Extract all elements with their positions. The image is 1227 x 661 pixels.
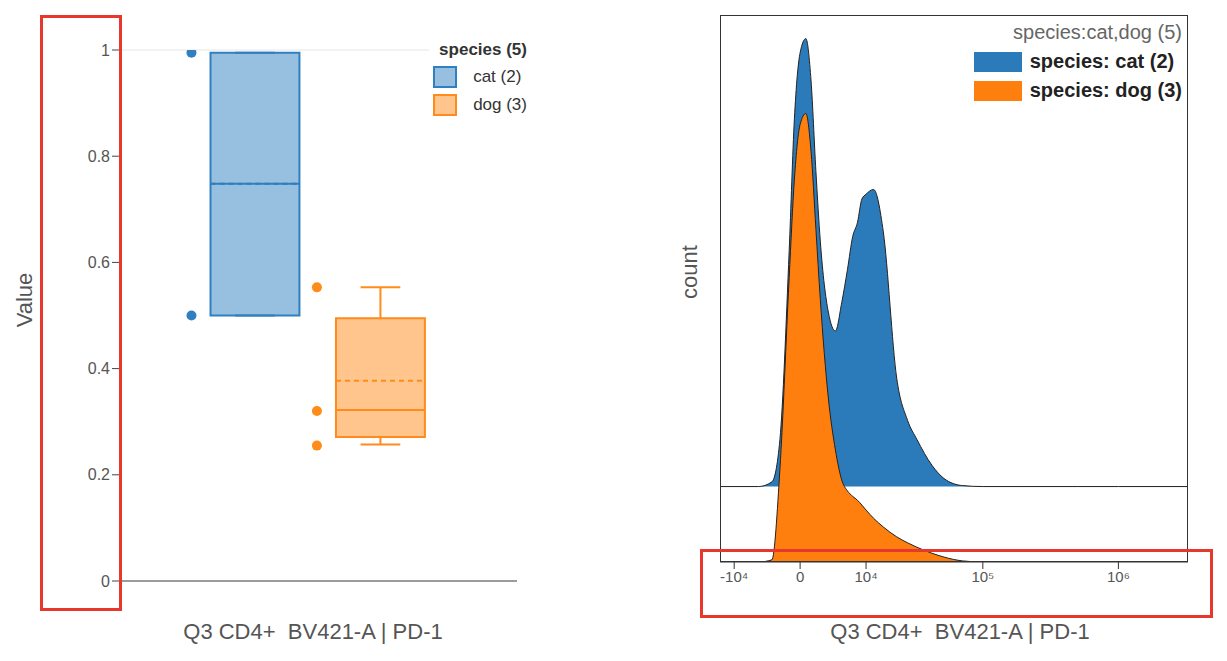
- html-text:Q3 CD4+ BV421-A | PD-1: Q3 CD4+ BV421-A | PD-1: [183, 619, 443, 644]
- svg-text:10⁴: 10⁴: [854, 568, 877, 585]
- html-text:count: count: [677, 245, 702, 299]
- svg-text:1: 1: [101, 42, 110, 59]
- html-text:species (5): species (5): [439, 40, 527, 59]
- svg-text:10⁶: 10⁶: [1107, 568, 1130, 585]
- html-text:Q3 CD4+ BV421-A | PD-1: Q3 CD4+ BV421-A | PD-1: [830, 619, 1090, 644]
- svg-text:0.8: 0.8: [88, 148, 110, 165]
- html-text:Value: Value: [12, 272, 37, 328]
- html-text:dog (3): dog (3): [473, 95, 527, 114]
- svg-text:-10⁴: -10⁴: [720, 568, 748, 585]
- svg-text:0.6: 0.6: [88, 254, 110, 271]
- html-text:species: dog (3): species: dog (3): [1029, 79, 1182, 101]
- html-text:cat (2): cat (2): [473, 67, 522, 86]
- svg-text:0.4: 0.4: [88, 360, 110, 377]
- svg-text:0: 0: [796, 568, 804, 585]
- svg-text:0.2: 0.2: [88, 466, 110, 483]
- html-text:species:cat,dog (5): species:cat,dog (5): [1013, 21, 1182, 43]
- html-text:species: cat (2): species: cat (2): [1029, 50, 1175, 72]
- svg-text:0: 0: [101, 573, 110, 590]
- svg-text:10⁵: 10⁵: [971, 568, 994, 585]
